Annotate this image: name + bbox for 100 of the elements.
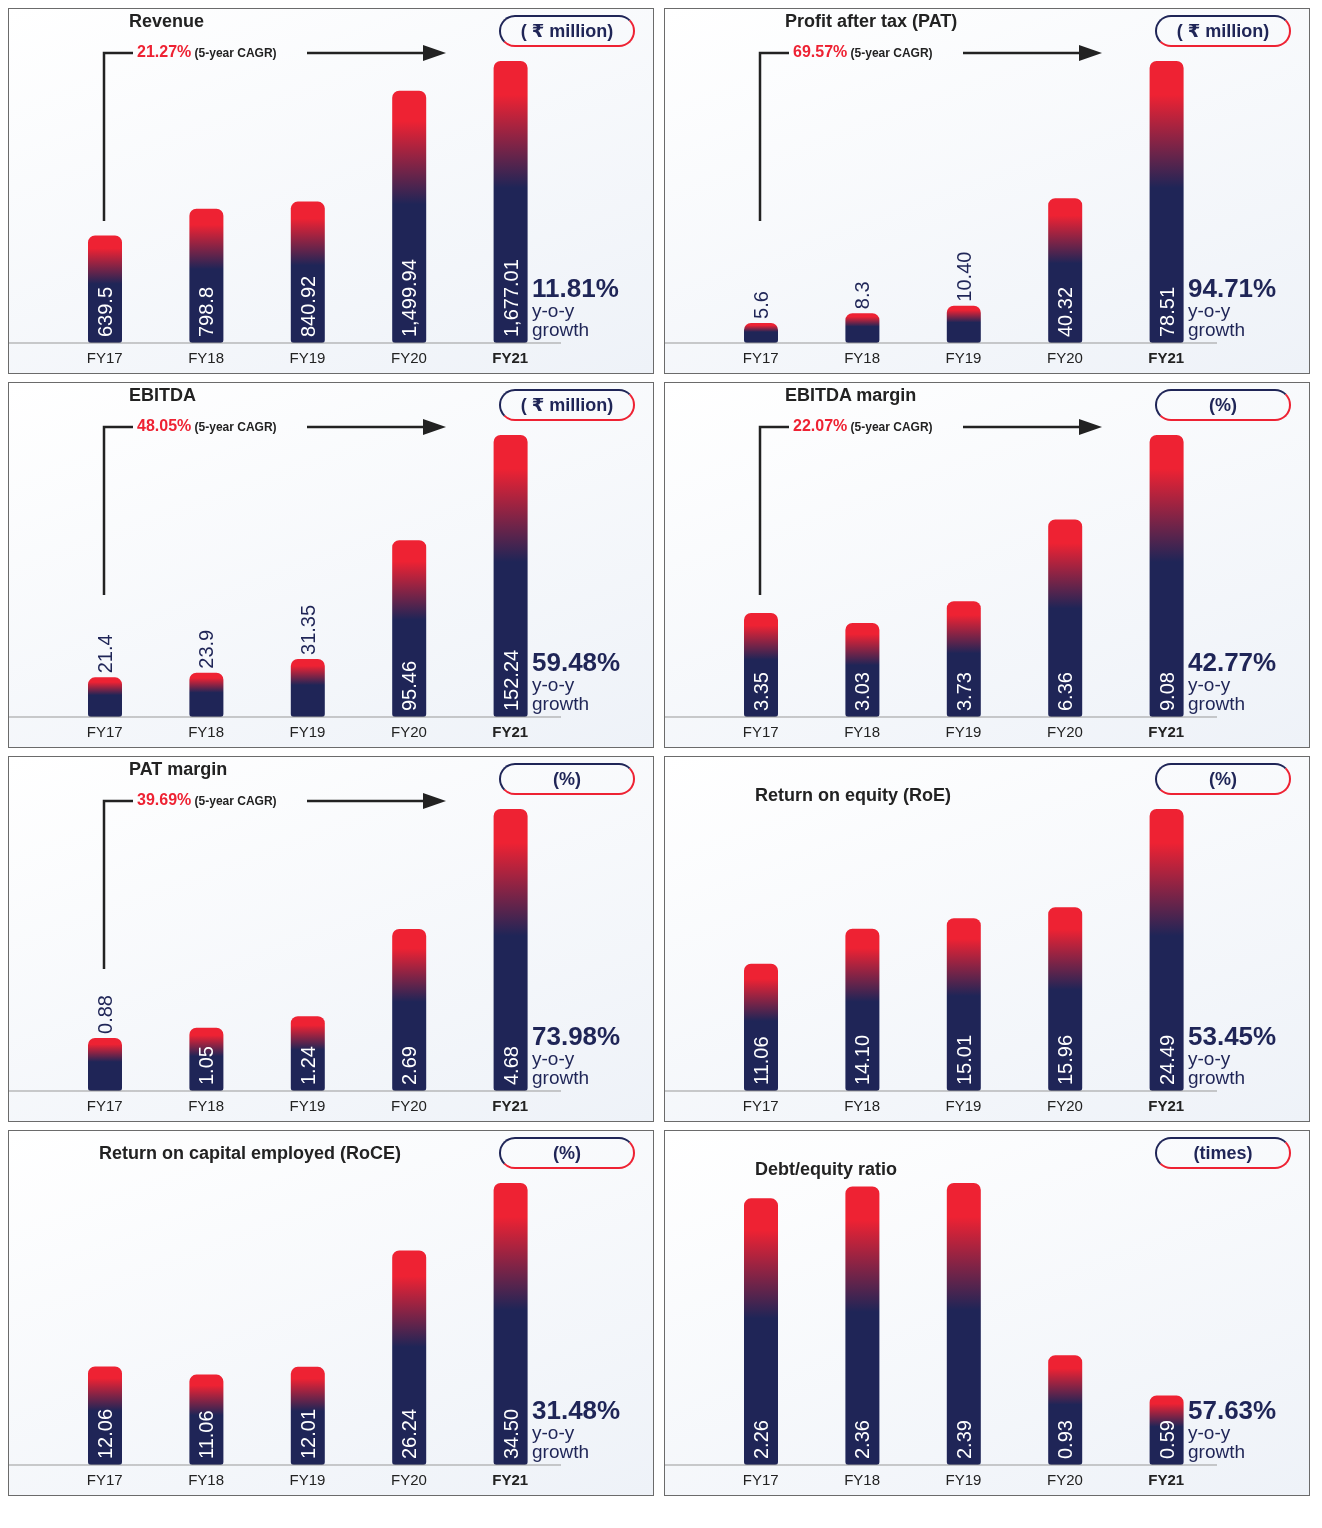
x-tick-label: FY18 bbox=[844, 1097, 881, 1114]
bar bbox=[946, 918, 981, 1091]
x-tick-label: FY19 bbox=[945, 349, 982, 366]
bar bbox=[290, 1366, 325, 1465]
bar bbox=[88, 677, 122, 717]
data-label: 23.9 bbox=[195, 629, 218, 669]
x-tick-label: FY20 bbox=[390, 1471, 427, 1488]
x-tick-label: FY20 bbox=[1046, 349, 1083, 366]
bar bbox=[1048, 1355, 1083, 1465]
bar bbox=[845, 622, 880, 717]
x-tick-label: FY20 bbox=[390, 349, 427, 366]
bar bbox=[189, 672, 224, 717]
data-label: 6.36 bbox=[1054, 672, 1077, 711]
bar bbox=[88, 1037, 122, 1091]
annotation: 73.98% y-o-y growth bbox=[532, 1021, 621, 1088]
x-tick-label: FY19 bbox=[289, 1471, 326, 1488]
x-tick-label: FY20 bbox=[1046, 1471, 1083, 1488]
x-tick-label: FY20 bbox=[1046, 1097, 1083, 1114]
data-label: 152.24 bbox=[499, 649, 522, 711]
data-label: 31.35 bbox=[296, 604, 319, 655]
data-label: 1.05 bbox=[195, 1046, 218, 1085]
bar bbox=[744, 1198, 778, 1465]
x-tick-label: FY18 bbox=[188, 1471, 225, 1488]
data-label: 2.69 bbox=[398, 1046, 421, 1085]
data-label: 5.6 bbox=[750, 291, 772, 319]
text: (%) bbox=[1155, 389, 1291, 421]
data-label: 12.06 bbox=[94, 1408, 116, 1459]
data-label: 1.24 bbox=[296, 1046, 319, 1085]
data-label: 1,677.01 bbox=[499, 259, 522, 337]
bar bbox=[845, 928, 880, 1091]
data-label: 798.8 bbox=[195, 286, 218, 337]
data-label: 0.93 bbox=[1054, 1420, 1077, 1459]
bar bbox=[493, 435, 528, 717]
text: 39.69% (5-year CAGR) bbox=[137, 791, 277, 808]
bar bbox=[1149, 435, 1184, 717]
annotation: 42.77% y-o-y growth bbox=[1188, 647, 1277, 714]
data-label: 2.36 bbox=[851, 1420, 874, 1459]
x-tick-label: FY17 bbox=[742, 723, 779, 740]
data-label: 9.08 bbox=[1155, 672, 1178, 711]
chart-title: Return on capital employed (RoCE) bbox=[99, 1143, 402, 1164]
bar bbox=[845, 1186, 880, 1465]
data-label: 11.06 bbox=[195, 1410, 218, 1459]
x-tick-label: FY21 bbox=[492, 1097, 529, 1114]
bar bbox=[290, 658, 325, 717]
bar bbox=[1149, 809, 1184, 1091]
annotation: 94.71% y-o-y growth bbox=[1188, 273, 1277, 340]
bar bbox=[493, 809, 528, 1091]
text: (times) bbox=[1155, 1137, 1291, 1169]
bar bbox=[493, 1183, 528, 1465]
data-label: 639.5 bbox=[94, 286, 116, 337]
data-label: 15.96 bbox=[1054, 1034, 1077, 1085]
text: ( ₹ million) bbox=[1155, 15, 1291, 47]
data-label: 26.24 bbox=[398, 1408, 421, 1459]
text: (%) bbox=[1155, 763, 1291, 795]
text: 21.27% (5-year CAGR) bbox=[137, 43, 277, 60]
chart-title: Profit after tax (PAT) bbox=[785, 11, 958, 32]
x-tick-label: FY20 bbox=[390, 723, 427, 740]
annotation: 11.81% y-o-y growth bbox=[532, 273, 619, 340]
data-label: 8.3 bbox=[851, 281, 874, 310]
x-tick-label: FY18 bbox=[844, 1471, 881, 1488]
data-label: 95.46 bbox=[398, 660, 421, 711]
x-tick-label: FY21 bbox=[492, 723, 529, 740]
bar bbox=[946, 1183, 981, 1465]
bar bbox=[744, 963, 778, 1091]
bar bbox=[946, 601, 981, 717]
x-tick-label: FY17 bbox=[86, 349, 123, 366]
data-label: 12.01 bbox=[296, 1408, 319, 1459]
x-tick-label: FY18 bbox=[188, 349, 225, 366]
x-tick-label: FY21 bbox=[492, 349, 529, 366]
bar bbox=[493, 61, 528, 343]
chart-title: PAT margin bbox=[129, 759, 228, 780]
text: 69.57% (5-year CAGR) bbox=[793, 43, 933, 60]
data-label: 4.68 bbox=[499, 1046, 522, 1085]
data-label: 2.26 bbox=[750, 1420, 772, 1459]
chart-title: Debt/equity ratio bbox=[755, 1159, 898, 1180]
annotation: 53.45% y-o-y growth bbox=[1188, 1021, 1277, 1088]
data-label: 840.92 bbox=[296, 275, 319, 337]
bar bbox=[744, 322, 778, 343]
x-tick-label: FY21 bbox=[1148, 723, 1185, 740]
x-tick-label: FY19 bbox=[289, 349, 326, 366]
x-tick-label: FY18 bbox=[188, 1097, 225, 1114]
data-label: 11.06 bbox=[750, 1036, 772, 1085]
x-tick-label: FY18 bbox=[188, 723, 225, 740]
text: ( ₹ million) bbox=[499, 15, 635, 47]
x-tick-label: FY19 bbox=[945, 1471, 982, 1488]
chart-title: Return on equity (RoE) bbox=[755, 785, 951, 806]
x-tick-label: FY17 bbox=[742, 1097, 779, 1114]
bar bbox=[88, 1366, 122, 1465]
annotation: 57.63% y-o-y growth bbox=[1188, 1395, 1277, 1462]
bar bbox=[1048, 907, 1083, 1091]
data-label: 78.51 bbox=[1155, 286, 1178, 337]
data-label: 15.01 bbox=[952, 1034, 975, 1085]
text: (%) bbox=[499, 763, 635, 795]
bar bbox=[392, 90, 427, 343]
bar bbox=[1149, 61, 1184, 343]
bar bbox=[845, 313, 880, 343]
data-label: 40.32 bbox=[1054, 286, 1077, 337]
bar bbox=[1048, 198, 1083, 343]
data-label: 34.50 bbox=[499, 1408, 522, 1459]
bar bbox=[946, 305, 981, 343]
